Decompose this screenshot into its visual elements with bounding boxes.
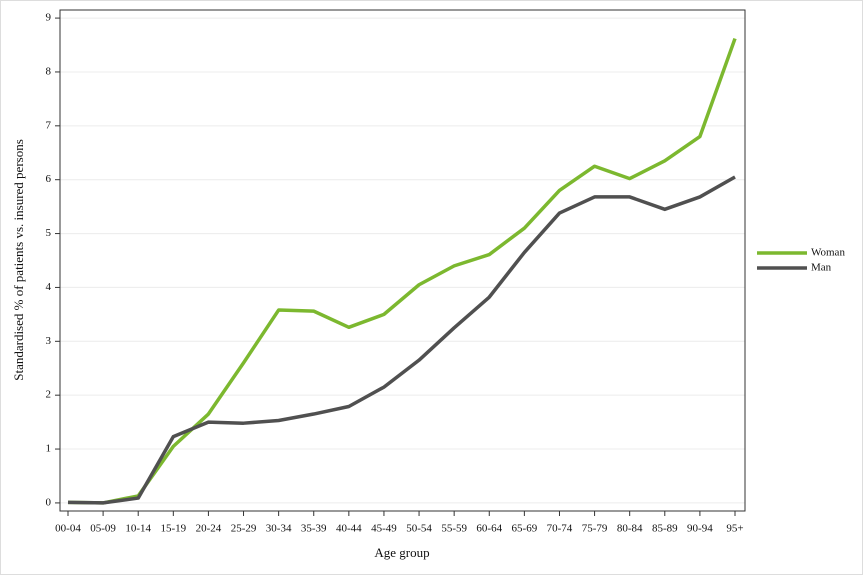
y-tick-label: 8: [46, 65, 52, 77]
x-tick-label: 70-74: [547, 523, 573, 535]
y-tick-label: 6: [46, 173, 52, 185]
x-axis-title: Age group: [374, 545, 429, 560]
x-tick-label: 10-14: [125, 523, 151, 535]
y-tick-label: 1: [46, 443, 52, 455]
x-tick-label: 20-24: [196, 523, 222, 535]
x-tick-label: 85-89: [652, 523, 678, 535]
x-tick-label: 75-79: [582, 523, 608, 535]
x-tick-label: 00-04: [55, 523, 81, 535]
y-axis-title: Standardised % of patients vs. insured p…: [11, 139, 26, 381]
y-tick-label: 7: [46, 119, 52, 131]
x-tick-label: 50-54: [406, 523, 432, 535]
x-tick-label: 15-19: [160, 523, 186, 535]
x-tick-label: 55-59: [441, 523, 467, 535]
series-line: [67, 37, 737, 505]
x-tick-label: 35-39: [301, 523, 327, 535]
x-tick-label: 80-84: [617, 523, 643, 535]
y-tick-label: 5: [46, 227, 52, 239]
legend-label: Man: [811, 262, 832, 274]
y-tick-label: 0: [46, 496, 52, 508]
legend-label: Woman: [811, 247, 845, 259]
x-tick-label: 25-29: [231, 523, 257, 535]
x-tick-label: 40-44: [336, 523, 362, 535]
x-tick-label: 60-64: [476, 523, 502, 535]
y-tick-label: 9: [46, 12, 52, 24]
y-tick-label: 2: [46, 389, 52, 401]
x-tick-label: 65-69: [512, 523, 538, 535]
y-tick-label: 3: [46, 335, 52, 347]
x-tick-label: 95+: [726, 523, 743, 535]
x-tick-label: 90-94: [687, 523, 713, 535]
series-line: [67, 175, 736, 505]
plot-area: [59, 9, 746, 512]
x-tick-label: 05-09: [90, 523, 116, 535]
x-tick-label: 45-49: [371, 523, 397, 535]
y-tick-label: 4: [46, 281, 52, 293]
x-tick-label: 30-34: [266, 523, 292, 535]
